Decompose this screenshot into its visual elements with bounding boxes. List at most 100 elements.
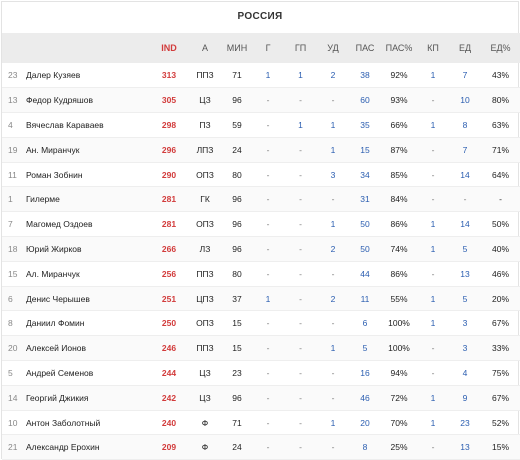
player-number: 20: [8, 343, 18, 354]
player-name: Алексей Ионов: [26, 343, 87, 354]
player-name: Ан. Миранчук: [26, 144, 80, 155]
player-index: 266: [161, 243, 177, 254]
table-row[interactable]: 23 Далер Кузяев 313 ППЗ 71 1 1 2 38 92% 1 7 43%: [2, 63, 520, 88]
player-pass-pct: 84%: [390, 194, 408, 205]
player-pass-pct: 87%: [390, 144, 408, 155]
player-goals: 1: [265, 70, 271, 81]
col-header-shots[interactable]: УД: [327, 43, 339, 53]
player-key-passes: 1: [430, 293, 436, 304]
player-assists: -: [299, 268, 302, 279]
player-passes: 6: [362, 318, 368, 329]
table-row[interactable]: 21 Александр Ерохин 209 Ф 24 - - - 8 25% - 13 15%: [2, 434, 520, 460]
player-duels-pct: 33%: [491, 343, 509, 354]
table-row[interactable]: 1 Гилерме 281 ГК 96 - - - 31 84% - - -: [2, 186, 520, 212]
player-key-passes: -: [431, 367, 435, 378]
table-row[interactable]: 15 Ал. Миранчук 256 ППЗ 80 - - - 44 86% - 13 46%: [2, 261, 520, 287]
player-position: ОПЗ: [196, 318, 214, 329]
player-minutes: 80: [232, 268, 242, 279]
player-number: 1: [8, 194, 13, 205]
col-header-assists[interactable]: ГП: [294, 43, 307, 53]
player-passes: 44: [360, 268, 370, 279]
player-shots: 1: [330, 219, 336, 230]
player-index: 242: [161, 392, 177, 403]
player-number: 10: [8, 417, 18, 428]
table-row[interactable]: 11 Роман Зобнин 290 ОПЗ 80 - - 3 34 85% - 14 64%: [2, 162, 520, 187]
player-pass-pct: 86%: [390, 268, 408, 279]
player-name: Ал. Миранчук: [26, 268, 80, 279]
player-name: Антон Заболотный: [26, 417, 101, 428]
player-position: ППЗ: [196, 343, 214, 354]
col-header-position[interactable]: А: [201, 43, 208, 53]
player-assists: 1: [298, 119, 303, 130]
player-minutes: 23: [232, 367, 242, 378]
table-row[interactable]: 7 Магомед Оздоев 281 ОПЗ 96 - - 1 50 86% 1 14 50%: [2, 212, 520, 237]
player-duels-pct: 15%: [491, 442, 509, 453]
table-row[interactable]: 14 Георгий Джикия 242 ЦЗ 96 - - - 46 72% 1 9 67%: [2, 385, 520, 411]
table-row[interactable]: 19 Ан. Миранчук 296 ЛПЗ 24 - - 1 15 87% - 7 71%: [2, 137, 520, 163]
table-row[interactable]: 8 Даниил Фомин 250 ОПЗ 15 - - - 6 100% 1 3 67%: [2, 311, 520, 336]
player-index: 313: [161, 70, 177, 81]
player-number: 6: [8, 293, 13, 304]
player-minutes: 59: [232, 119, 242, 130]
player-minutes: 96: [232, 219, 242, 230]
player-goals: -: [266, 194, 270, 205]
player-duels-pct: 43%: [491, 70, 509, 81]
player-shots: 1: [330, 144, 336, 155]
player-passes: 46: [360, 392, 370, 403]
player-pass-pct: 94%: [390, 367, 408, 378]
player-pass-pct: 100%: [388, 343, 410, 354]
col-header-ind[interactable]: IND: [161, 43, 177, 53]
player-number: 5: [8, 367, 13, 378]
player-minutes: 96: [232, 194, 242, 205]
table-row[interactable]: 6 Денис Черышев 251 ЦПЗ 37 1 - 2 11 55% 1 5 20%: [2, 286, 520, 311]
player-position: ППЗ: [196, 268, 214, 279]
player-shots: 2: [330, 70, 336, 81]
player-index: 240: [161, 417, 177, 428]
player-duels: 10: [460, 95, 470, 106]
table-row[interactable]: 18 Юрий Жирков 266 ЛЗ 96 - - 2 50 74% 1 5 40%: [2, 236, 520, 262]
player-duels: -: [463, 194, 467, 205]
player-assists: -: [299, 219, 302, 230]
player-assists: -: [299, 293, 302, 304]
player-assists: 1: [298, 70, 303, 81]
player-number: 19: [8, 144, 18, 155]
player-duels-pct: 63%: [491, 119, 509, 130]
col-header-pass-pct[interactable]: ПАС%: [385, 43, 413, 53]
table-row[interactable]: 10 Антон Заболотный 240 Ф 71 - - 1 20 70% 1 23 52%: [2, 410, 520, 435]
col-header-key-passes[interactable]: КП: [427, 43, 439, 53]
player-duels: 13: [460, 268, 470, 279]
table-row[interactable]: 13 Федор Кудряшов 305 ЦЗ 96 - - - 60 93% - 10 80%: [2, 87, 520, 113]
player-position: ЦПЗ: [196, 293, 214, 304]
player-assists: -: [299, 442, 302, 453]
table-row[interactable]: 5 Андрей Семенов 244 ЦЗ 23 - - - 16 94% - 4 75%: [2, 361, 520, 386]
player-passes: 15: [360, 144, 370, 155]
player-index: 305: [161, 95, 177, 106]
player-position: ОПЗ: [196, 169, 214, 180]
col-header-duels[interactable]: ЕД: [458, 43, 472, 53]
player-duels: 3: [462, 318, 468, 329]
player-goals: -: [266, 392, 270, 403]
player-goals: -: [266, 442, 270, 453]
player-name: Далер Кузяев: [26, 70, 81, 81]
player-shots: -: [331, 318, 335, 329]
player-duels-pct: 50%: [491, 219, 509, 230]
player-assists: -: [299, 392, 302, 403]
player-passes: 20: [360, 417, 370, 428]
player-name: Магомед Оздоев: [26, 219, 93, 230]
player-key-passes: 1: [430, 318, 436, 329]
player-position: ЦЗ: [199, 95, 211, 106]
col-header-goals[interactable]: Г: [265, 43, 271, 53]
col-header-passes[interactable]: ПАС: [355, 43, 375, 53]
col-header-minutes[interactable]: МИН: [226, 43, 248, 53]
table-row[interactable]: 4 Вячеслав Караваев 298 ПЗ 59 - 1 1 35 66% 1 8 63%: [2, 113, 520, 138]
player-goals: -: [266, 318, 270, 329]
player-minutes: 15: [232, 343, 242, 354]
player-passes: 50: [360, 243, 370, 254]
table-row[interactable]: 20 Алексей Ионов 246 ППЗ 15- -1 5 100% -3 33%: [2, 335, 520, 361]
player-position: ЛПЗ: [196, 144, 214, 155]
player-duels-pct: 67%: [491, 392, 509, 403]
player-duels: 14: [460, 219, 470, 230]
col-header-duels-pct[interactable]: ЕД%: [490, 43, 511, 53]
player-goals: -: [266, 169, 270, 180]
player-duels: 5: [462, 243, 468, 254]
